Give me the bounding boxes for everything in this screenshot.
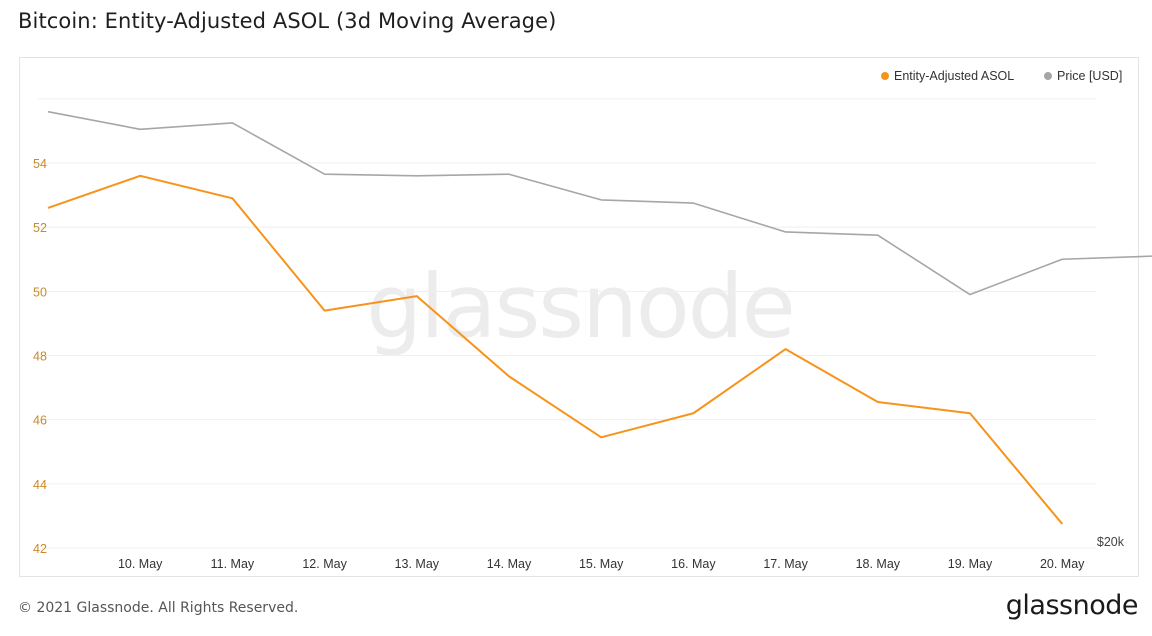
y-tick-label: 42 [33,542,47,556]
y-tick-label: 44 [33,478,47,492]
series-line-asol[interactable] [47,174,1063,525]
x-tick-label: 14. May [487,557,532,571]
chart-panel [19,57,1139,577]
data-point[interactable] [598,434,604,440]
series-line-price[interactable] [47,110,1152,296]
y-right-tick-label: $20k [1097,535,1125,549]
data-point[interactable] [137,126,143,132]
watermark-text: glassnode [366,255,794,358]
data-point[interactable] [875,232,881,238]
data-point[interactable] [45,109,51,115]
data-point[interactable] [783,346,789,352]
legend-marker [881,72,889,80]
x-tick-label: 13. May [395,557,440,571]
data-point[interactable] [690,410,696,416]
x-tick-label: 18. May [856,557,901,571]
x-tick-label: 20. May [1040,557,1085,571]
legend-item-label[interactable]: Price [USD] [1057,69,1122,83]
x-tick-label: 19. May [948,557,993,571]
glassnode-logo[interactable]: glassnode [1005,590,1139,621]
data-point[interactable] [322,308,328,314]
legend-item-label[interactable]: Entity-Adjusted ASOL [894,69,1014,83]
chart-title: Bitcoin: Entity-Adjusted ASOL (3d Moving… [18,9,557,33]
data-point[interactable] [506,171,512,177]
data-point[interactable] [506,373,512,379]
y-tick-label: 52 [33,221,47,235]
x-tick-label: 15. May [579,557,624,571]
x-tick-label: 16. May [671,557,716,571]
y-tick-label: 54 [33,157,47,171]
y-tick-label: 48 [33,350,47,364]
data-point[interactable] [45,205,51,211]
x-tick-label: 11. May [211,557,255,571]
data-point[interactable] [967,292,973,298]
data-point[interactable] [137,173,143,179]
data-point[interactable] [598,197,604,203]
data-point[interactable] [875,399,881,405]
x-tick-label: 12. May [302,557,347,571]
data-point[interactable] [783,229,789,235]
legend-marker [1044,72,1052,80]
x-tick-label: 10. May [118,557,163,571]
data-point[interactable] [690,200,696,206]
data-point[interactable] [229,195,235,201]
y-tick-label: 46 [33,414,47,428]
data-point[interactable] [1059,521,1065,527]
data-point[interactable] [229,120,235,126]
data-point[interactable] [414,173,420,179]
x-tick-label: 17. May [763,557,808,571]
y-tick-label: 50 [33,285,47,299]
data-point[interactable] [1059,256,1065,262]
data-point[interactable] [967,410,973,416]
copyright-text: © 2021 Glassnode. All Rights Reserved. [18,600,299,616]
data-point[interactable] [414,293,420,299]
data-point[interactable] [322,171,328,177]
